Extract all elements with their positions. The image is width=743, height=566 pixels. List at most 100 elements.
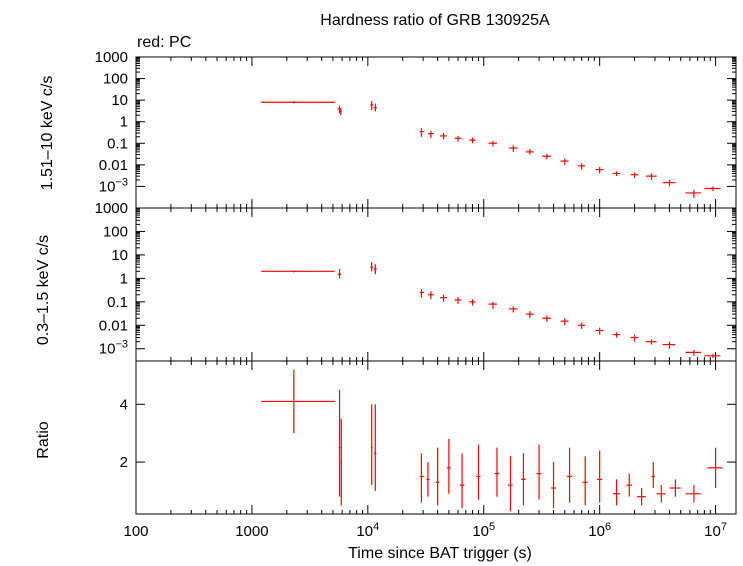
y-tick-label: 2 <box>120 454 128 471</box>
data-point <box>612 479 621 506</box>
x-tick-label: 1000 <box>235 523 268 540</box>
data-point <box>427 130 434 138</box>
data-point <box>577 322 586 329</box>
data-point <box>669 479 681 497</box>
x-tick-label: 107 <box>704 521 727 540</box>
x-tick-label: 104 <box>356 521 379 540</box>
data-point <box>337 269 342 279</box>
data-point <box>261 101 335 104</box>
panel-hard: 1000 100 10 1 0.1 0.01 10−3 1.51–10 keV c/s <box>39 49 737 209</box>
data-point <box>261 270 335 273</box>
panel-soft: 1000 100 10 1 0.1 0.01 10−3 0.3–1.5 keV c/s <box>35 200 737 362</box>
panel-frame-hard <box>135 56 737 209</box>
data-point <box>370 404 373 486</box>
data-point <box>637 488 646 506</box>
data-point <box>707 447 723 489</box>
data-point <box>440 132 447 140</box>
data-point <box>612 171 621 177</box>
chart-title: Hardness ratio of GRB 130925A <box>320 12 550 29</box>
y-tick-label: 100 <box>103 223 128 240</box>
y-tick-label: 4 <box>120 396 128 413</box>
data-point <box>521 453 526 506</box>
y-axis-label-ratio: Ratio <box>35 421 52 458</box>
data-point <box>419 453 424 503</box>
data-point <box>494 447 500 497</box>
data-point <box>373 103 378 112</box>
data-point <box>446 438 451 494</box>
data-point <box>685 349 702 356</box>
data-point <box>508 145 518 152</box>
data-point <box>560 318 569 326</box>
data-point <box>582 456 588 506</box>
data-point <box>685 189 702 198</box>
legend-label: red: PC <box>137 34 191 51</box>
y-tick-label: 1 <box>120 270 128 287</box>
y-tick-label: 1000 <box>95 200 128 217</box>
x-axis-label: Time since BAT trigger (s) <box>348 545 532 562</box>
panel-ratio: 2 4 Ratio <box>35 360 737 515</box>
panel-frame-soft <box>135 207 737 362</box>
data-point <box>566 447 573 503</box>
data-point <box>542 153 551 160</box>
data-point <box>488 140 497 147</box>
x-tick-label: 105 <box>472 521 495 540</box>
y-axis-label-soft: 0.3–1.5 keV c/s <box>35 235 52 345</box>
data-point <box>704 353 721 359</box>
y-tick-label: 0.01 <box>99 317 128 334</box>
data-point <box>626 473 632 497</box>
data-point <box>550 462 556 509</box>
data-point <box>338 389 341 497</box>
data-point <box>373 404 377 491</box>
data-point <box>419 289 424 298</box>
y-tick-label: 10−3 <box>99 339 128 358</box>
data-point <box>630 334 639 342</box>
y-tick-label: 10 <box>111 92 128 109</box>
data-point <box>645 173 657 180</box>
data-point <box>612 332 621 338</box>
panel-frame-ratio <box>135 360 737 515</box>
data-point <box>440 294 447 302</box>
data-point <box>704 186 721 192</box>
y-tick-label: 0.1 <box>107 135 128 152</box>
data-point <box>261 369 335 434</box>
data-point <box>340 418 343 506</box>
y-tick-label: 1 <box>120 114 128 131</box>
data-point <box>488 301 497 309</box>
data-point <box>427 291 434 300</box>
data-point <box>595 166 604 174</box>
data-point <box>685 485 702 503</box>
y-tick-label: 10−3 <box>99 176 128 195</box>
data-point <box>370 101 374 110</box>
data-point <box>651 462 655 489</box>
data-point <box>662 179 676 187</box>
data-point <box>542 315 551 322</box>
data-point <box>508 456 513 512</box>
y-tick-label: 1000 <box>95 49 128 66</box>
data-point <box>577 163 586 170</box>
data-point <box>469 137 476 144</box>
y-axis-label-hard: 1.51–10 keV c/s <box>39 76 56 191</box>
data-point <box>525 148 534 155</box>
data-point <box>469 299 476 306</box>
data-point <box>656 485 666 503</box>
data-point <box>373 264 378 275</box>
x-tick-label: 106 <box>588 521 611 540</box>
data-point <box>560 158 569 165</box>
data-point <box>597 450 603 503</box>
data-point <box>525 311 534 319</box>
data-point <box>459 453 465 509</box>
data-point <box>508 306 518 313</box>
data-point <box>454 297 462 305</box>
data-point <box>536 444 542 500</box>
data-point <box>426 462 430 497</box>
data-point <box>595 327 604 335</box>
data-point <box>454 135 462 142</box>
data-point <box>662 341 676 349</box>
x-tick-label: 100 <box>123 523 148 540</box>
data-point <box>370 261 374 272</box>
data-point <box>339 108 342 116</box>
y-tick-label: 10 <box>111 247 128 264</box>
